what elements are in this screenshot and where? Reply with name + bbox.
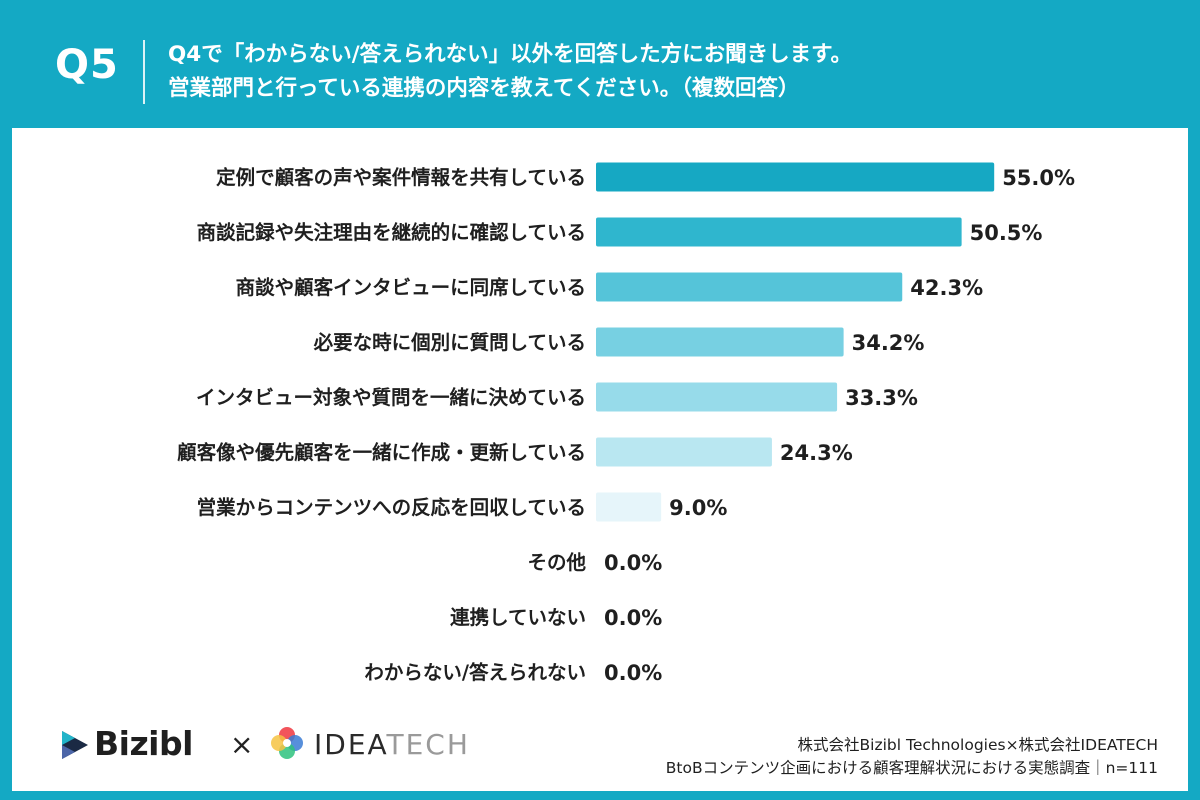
category-label: その他 — [527, 551, 586, 574]
value-label: 42.3% — [910, 276, 983, 300]
value-label: 50.5% — [970, 221, 1043, 245]
chart-panel: 定例で顧客の声や案件情報を共有している 55.0% 商談記録や失注理由を継続的に確認… — [12, 128, 1188, 791]
category-label: 定例で顧客の声や案件情報を共有している — [216, 166, 586, 189]
bar — [596, 382, 838, 412]
value-label: 34.2% — [852, 331, 925, 355]
category-label: インタビュー対象や質問を一緒に決めている — [196, 386, 586, 409]
value-label: 24.3% — [780, 441, 853, 465]
bar — [596, 492, 662, 522]
bizibl-logo: Bizibl — [58, 724, 228, 764]
bar — [596, 217, 962, 247]
bar — [596, 327, 844, 357]
question-line-1: Q4で「わからない/答えられない」以外を回答した方にお聞きします。 — [168, 42, 852, 67]
category-label: 連携していない — [450, 606, 586, 629]
category-label: わからない/答えられない — [364, 661, 586, 684]
logos: Bizibl × IDEATECH — [58, 718, 518, 768]
bizibl-play-icon — [62, 731, 88, 759]
bar — [596, 162, 995, 192]
ideatech-word-dark: IDEA — [314, 728, 387, 761]
category-label: 商談記録や失注理由を継続的に確認している — [197, 221, 586, 244]
header-divider — [143, 40, 145, 104]
ideatech-word-light: TECH — [386, 728, 470, 761]
category-label: 営業からコンテンツへの反応を回収している — [197, 496, 586, 519]
question-number: Q5 — [55, 42, 119, 88]
ideatech-flower-icon — [271, 727, 303, 759]
bar — [596, 437, 772, 467]
value-label: 33.3% — [845, 386, 918, 410]
bizibl-wordmark: Bizibl — [94, 724, 193, 763]
credit-line-2: BtoBコンテンツ企画における顧客理解状況における実態調査｜n=111 — [665, 759, 1158, 777]
bar — [596, 272, 903, 302]
question-line-2: 営業部門と行っている連携の内容を教えてください。（複数回答） — [168, 76, 800, 101]
collab-times-symbol: × — [230, 728, 254, 761]
value-label: 55.0% — [1002, 166, 1075, 190]
credit-line-1: 株式会社Bizibl Technologies×株式会社IDEATECH — [797, 736, 1158, 754]
question-header: Q5 Q4で「わからない/答えられない」以外を回答した方にお聞きします。 営業部… — [0, 0, 1200, 128]
value-label: 0.0% — [604, 661, 662, 685]
value-label: 0.0% — [604, 551, 662, 575]
value-label: 0.0% — [604, 606, 662, 630]
category-label: 顧客像や優先顧客を一緒に作成・更新している — [177, 441, 586, 464]
value-label: 9.0% — [669, 496, 727, 520]
ideatech-wordmark: IDEATECH — [314, 728, 470, 761]
category-label: 必要な時に個別に質問している — [313, 331, 586, 354]
bar-chart: 定例で顧客の声や案件情報を共有している 55.0% 商談記録や失注理由を継続的に確認… — [177, 162, 1075, 685]
question-text: Q4で「わからない/答えられない」以外を回答した方にお聞きします。 営業部門と行… — [168, 38, 1168, 106]
credits: 株式会社Bizibl Technologies×株式会社IDEATECH Bto… — [666, 734, 1158, 780]
category-label: 商談や顧客インタビューに同席している — [236, 276, 586, 299]
